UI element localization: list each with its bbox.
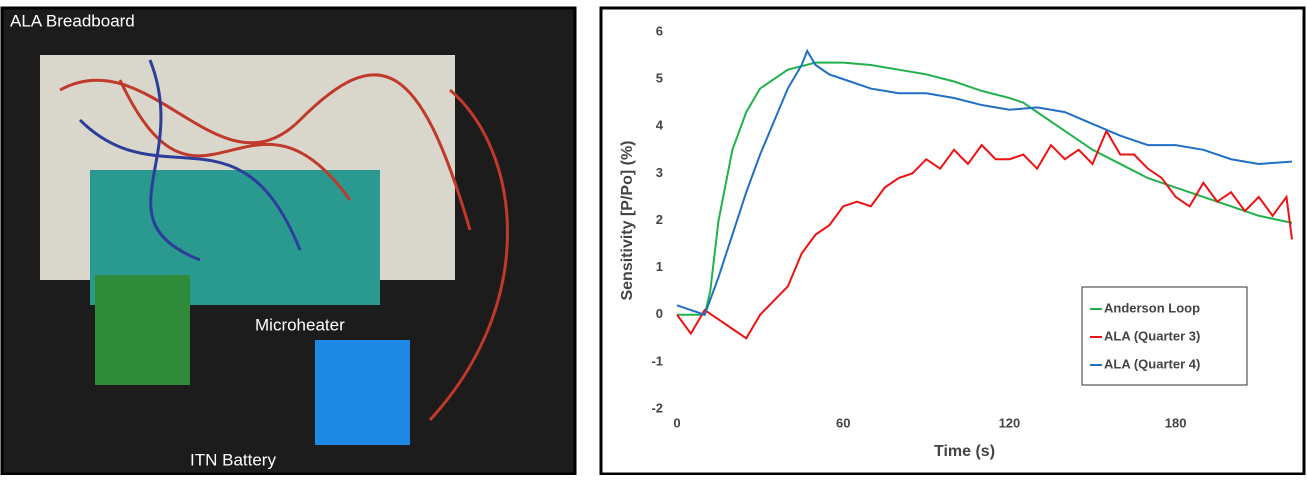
legend-label: ALA (Quarter 4) — [1104, 356, 1200, 371]
data-line — [676, 128, 1293, 340]
y-tick-label: 6 — [656, 23, 663, 38]
y-tick-label: -2 — [651, 400, 663, 415]
y-tick-label: 2 — [656, 212, 663, 227]
photo-label: Microheater — [255, 315, 345, 334]
x-axis-label: Time (s) — [934, 443, 995, 460]
y-tick-label: 5 — [656, 71, 663, 86]
y-tick-label: 4 — [656, 118, 664, 133]
controller — [95, 275, 190, 385]
legend-box — [1081, 286, 1248, 386]
photo-label: ITN Battery — [190, 450, 276, 469]
x-tick-label: 120 — [999, 415, 1021, 430]
chart-panel — [599, 6, 1306, 476]
wires — [59, 73, 509, 422]
x-tick-label: 180 — [1165, 415, 1187, 430]
y-tick-label: 0 — [656, 306, 663, 321]
legend-label: ALA (Quarter 3) — [1104, 328, 1200, 343]
x-tick-label: 0 — [673, 415, 680, 430]
wires — [78, 59, 302, 262]
photo-label: ALA Breadboard — [10, 11, 135, 30]
y-tick-label: 3 — [656, 165, 663, 180]
battery — [315, 340, 410, 445]
data-line — [676, 48, 1293, 317]
y-axis-label: Sensitivity [P/Po] (%) — [619, 140, 636, 300]
y-tick-label: 1 — [656, 259, 663, 274]
legend-label: Anderson Loop — [1104, 300, 1200, 315]
y-tick-label: -1 — [651, 353, 663, 368]
x-tick-label: 60 — [836, 415, 850, 430]
photo-panel: ALA Breadboard Microheater ITN Battery — [0, 6, 577, 476]
